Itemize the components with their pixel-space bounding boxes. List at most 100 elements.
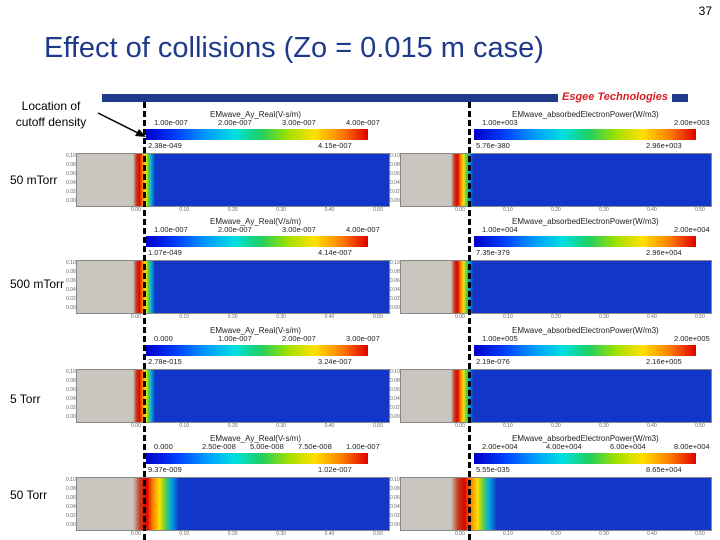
y-tick: 0.08 xyxy=(390,486,400,492)
row-label: 50 Torr xyxy=(10,488,48,502)
x-tick: 0.00 xyxy=(455,423,465,429)
x-tick: 0.30 xyxy=(599,423,609,429)
x-tick: 0.10 xyxy=(179,314,190,320)
y-tick: 0.08 xyxy=(390,378,400,384)
y-tick: 0.06 xyxy=(66,495,76,501)
y-tick: 0.10 xyxy=(390,477,400,483)
colorbar-tick: 2.00e+004 xyxy=(674,225,710,234)
colorbar-tick: 1.00e-007 xyxy=(154,225,188,234)
x-tick: 0.30 xyxy=(599,531,609,537)
colorbar-title: EMwave_absorbedElectronPower(W/m3) xyxy=(512,434,659,443)
callout-line-2: cutoff density xyxy=(15,115,87,129)
x-tick: 0.40 xyxy=(647,423,657,429)
y-tick: 0.02 xyxy=(66,405,76,411)
metal-region xyxy=(77,478,133,530)
plasma-region xyxy=(473,261,711,313)
colorbar-title: EMwave_Ay_Real(V/s/m) xyxy=(210,217,301,226)
x-tick: 0.30 xyxy=(599,207,609,213)
colorbar xyxy=(474,129,696,140)
colorbar-tick: 1.00e-007 xyxy=(346,442,380,451)
colorbar-max: 1.02e-007 xyxy=(318,465,352,474)
colorbar xyxy=(146,129,368,140)
x-tick: 0.10 xyxy=(179,423,190,429)
plasma-region xyxy=(473,154,711,206)
colorbar-tick: 2.00e+004 xyxy=(482,442,518,451)
y-tick: 0.10 xyxy=(66,369,76,375)
metal-region xyxy=(401,370,451,422)
colorbar-tick: 2.00e-007 xyxy=(218,225,252,234)
y-tick: 0.04 xyxy=(390,180,400,186)
colorbar-tick: 1.00e+003 xyxy=(482,118,518,127)
x-tick: 0.40 xyxy=(647,207,657,213)
y-tick: 0.02 xyxy=(390,513,400,519)
y-tick: 0.06 xyxy=(66,171,76,177)
colorbar-title: EMwave_absorbedElectronPower(W/m3) xyxy=(512,110,659,119)
colorbar-tick: 2.00e-007 xyxy=(218,118,252,127)
x-tick: 0.30 xyxy=(276,423,286,429)
colorbar xyxy=(474,236,696,247)
y-tick: 0.02 xyxy=(66,296,76,302)
y-tick: 0.04 xyxy=(66,504,76,510)
colorbar-tick: 3.00e-007 xyxy=(346,334,380,343)
field-plot xyxy=(400,153,712,207)
x-tick: 0.20 xyxy=(551,207,561,213)
x-tick: 0.10 xyxy=(179,207,190,213)
x-tick: 0.40 xyxy=(324,207,335,213)
x-tick: 0.20 xyxy=(227,207,238,213)
colorbar-tick: 1.00e-007 xyxy=(154,118,188,127)
x-tick: 0.40 xyxy=(647,314,657,320)
cutoff-band xyxy=(451,478,497,530)
y-tick: 0.04 xyxy=(390,504,400,510)
x-tick: 0.30 xyxy=(276,207,286,213)
y-tick: 0.02 xyxy=(66,513,76,519)
x-tick: 0.20 xyxy=(227,423,238,429)
x-tick: 0.10 xyxy=(503,314,513,320)
field-plot xyxy=(400,260,712,314)
y-tick: 0.00 xyxy=(390,522,400,528)
colorbar-min: 2.78e-015 xyxy=(148,357,182,366)
y-tick: 0.06 xyxy=(66,387,76,393)
colorbar-max: 4.15e-007 xyxy=(318,141,352,150)
x-tick: 0.10 xyxy=(503,423,513,429)
colorbar-tick: 2.00e+003 xyxy=(674,118,710,127)
colorbar-min: 5.55e-035 xyxy=(476,465,510,474)
y-tick: 0.04 xyxy=(390,396,400,402)
x-tick: 0.50 xyxy=(373,423,383,429)
colorbar-max: 4.14e-007 xyxy=(318,248,352,257)
colorbar-max: 2.96e+003 xyxy=(646,141,682,150)
x-tick: 0.40 xyxy=(324,314,335,320)
colorbar-tick: 8.00e+004 xyxy=(674,442,710,451)
x-tick: 0.00 xyxy=(455,314,465,320)
x-tick: 0.20 xyxy=(227,531,238,537)
colorbar-tick: 2.00e+005 xyxy=(674,334,710,343)
metal-region xyxy=(401,478,451,530)
y-tick: 0.06 xyxy=(390,278,400,284)
plasma-region xyxy=(155,261,389,313)
x-tick: 0.50 xyxy=(373,207,383,213)
x-tick: 0.50 xyxy=(373,314,383,320)
x-tick: 0.00 xyxy=(455,531,465,537)
plasma-region xyxy=(155,370,389,422)
x-tick: 0.20 xyxy=(551,314,561,320)
y-tick: 0.04 xyxy=(66,287,76,293)
y-tick: 0.04 xyxy=(66,396,76,402)
y-tick: 0.00 xyxy=(390,414,400,420)
colorbar-tick: 2.00e-007 xyxy=(282,334,316,343)
x-tick: 0.40 xyxy=(324,423,335,429)
colorbar-tick: 4.00e-007 xyxy=(346,118,380,127)
cutoff-band xyxy=(451,154,473,206)
colorbar-min: 5.76e-380 xyxy=(476,141,510,150)
colorbar-title: EMwave_absorbedElectronPower(W/m3) xyxy=(512,217,659,226)
y-tick: 0.10 xyxy=(66,260,76,266)
y-tick: 0.08 xyxy=(66,269,76,275)
colorbar-min: 1.07e-049 xyxy=(148,248,182,257)
x-tick: 0.30 xyxy=(276,531,286,537)
y-tick: 0.04 xyxy=(66,180,76,186)
field-plot xyxy=(76,260,390,314)
y-tick: 0.08 xyxy=(66,486,76,492)
colorbar-title: EMwave_Ay_Real(V-s/m) xyxy=(210,326,301,335)
colorbar-tick: 1.00e+004 xyxy=(482,225,518,234)
y-tick: 0.08 xyxy=(66,378,76,384)
field-plot xyxy=(76,477,390,531)
y-tick: 0.10 xyxy=(390,260,400,266)
